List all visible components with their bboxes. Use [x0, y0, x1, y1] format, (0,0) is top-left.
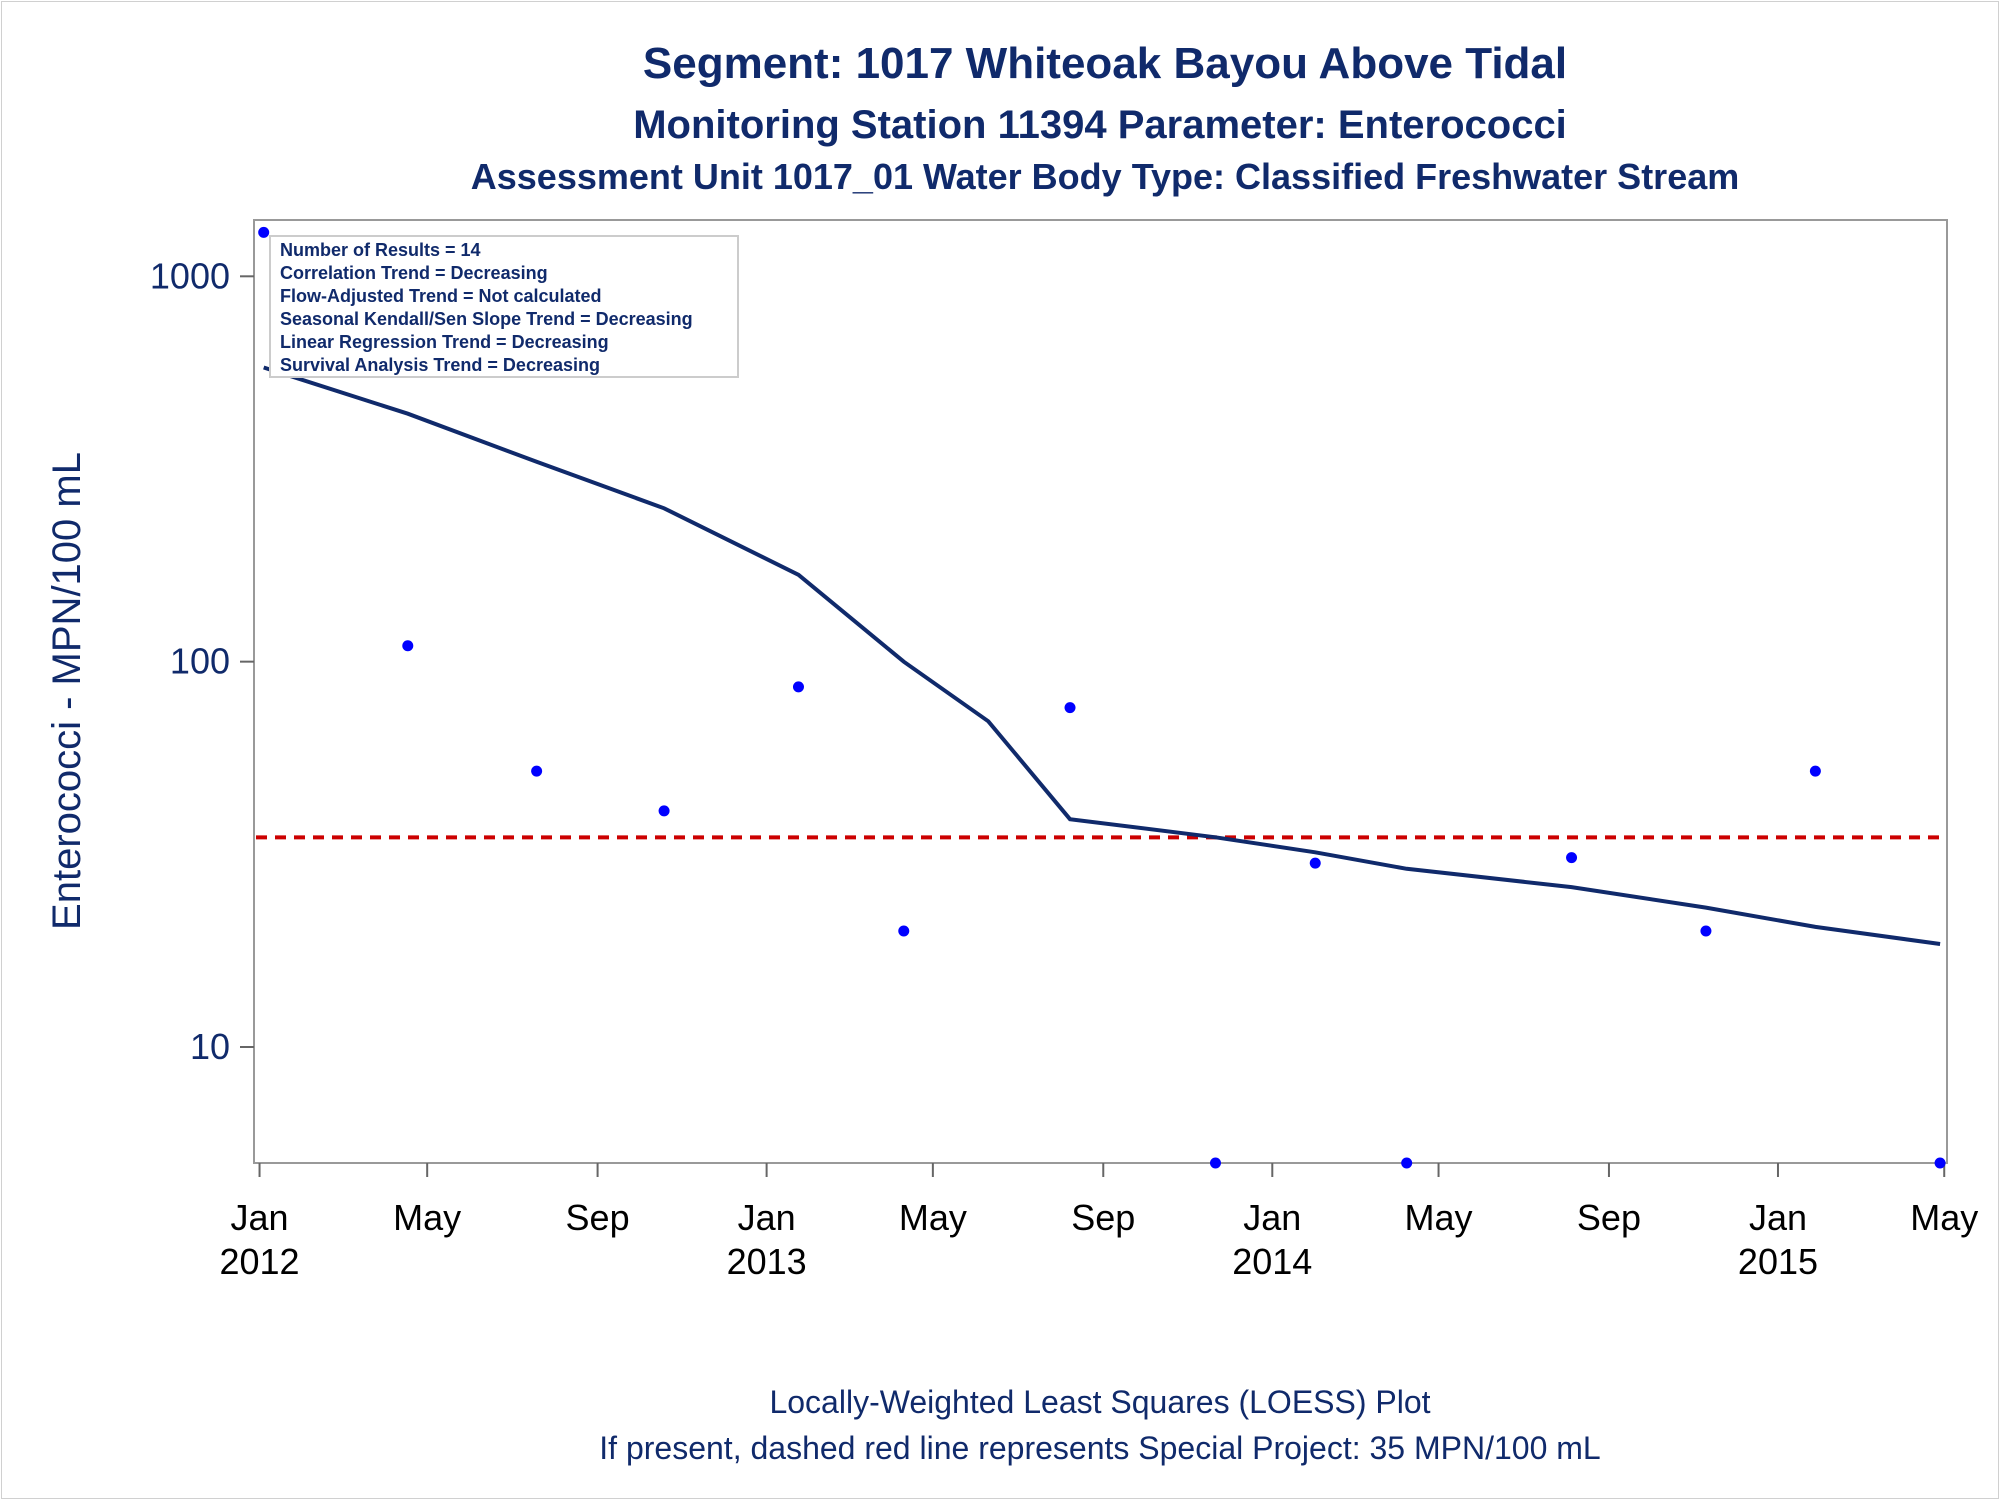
data-point	[402, 640, 414, 652]
legend-seasonal-kendall-trend: Seasonal Kendall/Sen Slope Trend = Decre…	[280, 309, 693, 329]
data-point	[531, 765, 543, 777]
data-point	[658, 805, 670, 817]
x-tick-label: May	[393, 1197, 461, 1238]
legend-linear-regression-trend: Linear Regression Trend = Decreasing	[280, 332, 609, 352]
y-tick-label: 1000	[150, 255, 230, 296]
data-point	[258, 226, 270, 238]
loess-curve	[263, 365, 1941, 946]
x-tick-label: May	[1910, 1197, 1978, 1238]
x-tick-label: May	[899, 1197, 967, 1238]
chart-subtitle-station: Monitoring Station 11394 Parameter: Ente…	[633, 103, 1567, 147]
x-tick-year-label: 2014	[1232, 1241, 1312, 1282]
data-point	[1309, 857, 1321, 869]
x-tick-label: Jan	[1749, 1197, 1807, 1238]
x-tick-year-label: 2012	[219, 1241, 299, 1282]
x-tick-label: Sep	[566, 1197, 630, 1238]
data-point	[898, 925, 910, 937]
x-tick-label: Jan	[1243, 1197, 1301, 1238]
legend-flow-adjusted-trend: Flow-Adjusted Trend = Not calculated	[280, 286, 602, 306]
x-tick-year-label: 2015	[1738, 1241, 1818, 1282]
y-axis-label: Enterococci - MPN/100 mL	[45, 452, 89, 930]
legend-number-of-results: Number of Results = 14	[280, 240, 481, 260]
footnote-loess: Locally-Weighted Least Squares (LOESS) P…	[769, 1384, 1430, 1420]
y-axis: 10 100 1000	[150, 255, 254, 1067]
chart-subtitle-assessment: Assessment Unit 1017_01 Water Body Type:…	[471, 156, 1740, 197]
x-tick-label: Sep	[1071, 1197, 1135, 1238]
plot-area-border	[253, 219, 1948, 1164]
legend-survival-analysis-trend: Survival Analysis Trend = Decreasing	[280, 355, 600, 375]
data-point	[1209, 1157, 1221, 1169]
data-point	[1566, 852, 1578, 864]
data-point	[792, 681, 804, 693]
data-points	[258, 226, 1946, 1169]
x-tick-label: Sep	[1577, 1197, 1641, 1238]
x-tick-label: Jan	[231, 1197, 289, 1238]
x-tick-label: Jan	[738, 1197, 796, 1238]
y-tick-label: 10	[190, 1026, 230, 1067]
trend-legend: Number of Results = 14 Correlation Trend…	[269, 235, 739, 378]
y-tick-label: 100	[170, 641, 230, 682]
legend-correlation-trend: Correlation Trend = Decreasing	[280, 263, 548, 283]
data-point	[1064, 702, 1076, 714]
legend-box	[269, 235, 739, 378]
footnote-reference-line: If present, dashed red line represents S…	[599, 1430, 1600, 1466]
data-point	[1700, 925, 1712, 937]
data-point	[1401, 1157, 1413, 1169]
data-point	[1934, 1157, 1946, 1169]
x-tick-year-label: 2013	[727, 1241, 807, 1282]
chart-title: Segment: 1017 Whiteoak Bayou Above Tidal	[643, 39, 1567, 88]
x-tick-label: May	[1405, 1197, 1473, 1238]
data-point	[1809, 765, 1821, 777]
